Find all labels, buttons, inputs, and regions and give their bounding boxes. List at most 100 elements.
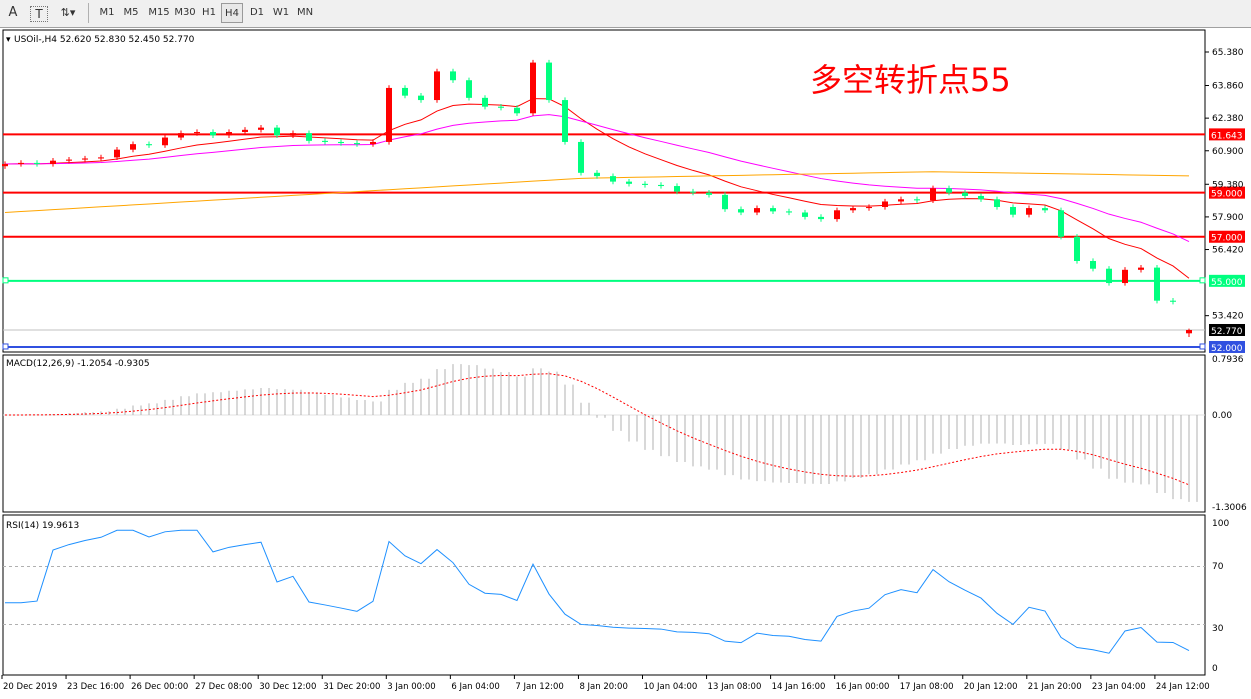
candle-body — [802, 212, 808, 217]
candle-body — [114, 149, 120, 158]
text-icon[interactable]: A — [8, 5, 18, 20]
candle-body — [370, 141, 376, 145]
candle-body — [18, 162, 24, 164]
arrows-icon[interactable]: ⇅▾ — [60, 6, 76, 19]
candle-body — [898, 199, 904, 202]
rsi-label: RSI(14) 19.9613 — [6, 521, 79, 531]
level-price-badge — [1209, 230, 1245, 243]
timeframe-w1[interactable]: W1 — [272, 7, 290, 18]
candle-body — [770, 208, 776, 212]
time-tick-label: 10 Jan 04:00 — [644, 682, 698, 692]
macd-tick-label: 0.7936 — [1212, 355, 1244, 365]
candle-body — [498, 106, 504, 108]
timeframe-h4[interactable]: H4 — [221, 3, 243, 23]
candle-body — [418, 95, 424, 101]
candle-body — [514, 107, 520, 114]
candle-body — [34, 162, 40, 164]
time-tick-label: 8 Jan 20:00 — [579, 682, 627, 692]
candle-body — [162, 137, 168, 146]
rsi-pane — [2, 514, 1206, 676]
candle-body — [1058, 210, 1064, 237]
macd-tick-label: -1.3006 — [1212, 503, 1247, 513]
level-handle — [2, 343, 9, 350]
level-price-badge — [1209, 323, 1245, 336]
level-price-label: 55.000 — [1211, 278, 1243, 288]
level-price-badge — [1209, 186, 1245, 199]
candle-body — [1042, 208, 1048, 211]
timeframe-h1[interactable]: H1 — [202, 7, 216, 18]
level-price-badge — [1209, 340, 1245, 353]
time-tick-label: 23 Jan 04:00 — [1092, 682, 1146, 692]
candle-body — [290, 133, 296, 136]
candle-body — [146, 144, 152, 146]
time-tick-label: 16 Jan 00:00 — [836, 682, 890, 692]
candle-body — [610, 176, 616, 182]
rsi-tick-label: 100 — [1212, 519, 1229, 529]
candle-body — [578, 141, 584, 173]
candle-body — [1186, 329, 1192, 334]
candle-body — [2, 163, 8, 167]
ma-mid-line — [4, 114, 1190, 243]
candle-body — [882, 201, 888, 207]
candle-body — [386, 87, 392, 142]
candle-body — [1010, 206, 1016, 215]
candle-body — [402, 87, 408, 96]
timeframe-m1[interactable]: M1 — [99, 7, 115, 18]
rsi-tick-label: 30 — [1212, 624, 1224, 634]
candle-body — [130, 144, 136, 150]
annotation-text: 多空转折点55 — [810, 61, 1011, 99]
level-price-label: 59.000 — [1211, 190, 1243, 200]
price-tick-label: 59.380 — [1212, 180, 1244, 190]
main-pane — [2, 29, 1206, 353]
dropdown-arrow-icon[interactable]: ▾ — [6, 35, 11, 45]
time-tick-label: 3 Jan 00:00 — [387, 682, 435, 692]
candle-body — [338, 141, 344, 144]
macd-tick-label: 0.00 — [1212, 411, 1232, 421]
price-tick-label: 65.380 — [1212, 48, 1244, 58]
candle-body — [1106, 268, 1112, 284]
time-tick-label: 21 Jan 20:00 — [1028, 682, 1082, 692]
time-tick-label: 31 Dec 20:00 — [323, 682, 380, 692]
candle-body — [178, 133, 184, 138]
time-tick-label: 20 Dec 2019 — [3, 682, 57, 692]
candle-body — [1090, 260, 1096, 269]
timeframe-m30[interactable]: M30 — [174, 7, 196, 18]
candle-body — [914, 199, 920, 201]
candle-body — [482, 97, 488, 107]
price-tick-label: 57.900 — [1212, 213, 1244, 223]
level-price-badge — [1209, 128, 1245, 141]
price-tick-label: 62.380 — [1212, 114, 1244, 124]
timeframe-mn[interactable]: MN — [296, 7, 314, 18]
level-handle — [1199, 277, 1206, 284]
candle-body — [466, 80, 472, 98]
level-handle — [1199, 343, 1206, 350]
candle-body — [450, 71, 456, 81]
candle-body — [1026, 208, 1032, 215]
candle-body — [322, 140, 328, 142]
rsi-tick-label: 70 — [1212, 562, 1224, 572]
level-handle — [2, 277, 9, 284]
candle-body — [850, 208, 856, 211]
level-price-label: 52.000 — [1211, 344, 1243, 354]
rsi-line — [5, 529, 1190, 654]
timeframe-m5[interactable]: M5 — [123, 7, 139, 18]
candle-body — [818, 216, 824, 220]
candle-body — [1138, 267, 1144, 270]
time-tick-label: 17 Jan 08:00 — [900, 682, 954, 692]
candle-body — [1074, 236, 1080, 261]
candle-body — [642, 183, 648, 185]
timeframe-d1[interactable]: D1 — [249, 7, 265, 18]
candle-body — [722, 194, 728, 210]
timeframe-m15[interactable]: M15 — [148, 7, 170, 18]
candle-body — [258, 127, 264, 130]
candle-body — [50, 160, 56, 164]
candle-body — [530, 62, 536, 114]
candle-body — [1154, 267, 1160, 301]
candle-body — [994, 199, 1000, 207]
candle-body — [834, 210, 840, 220]
ma-fast-line — [4, 98, 1190, 279]
candle-body — [210, 132, 216, 136]
candle-body — [242, 129, 248, 133]
candle-body — [306, 133, 312, 141]
text-label-icon[interactable]: T — [30, 6, 48, 22]
